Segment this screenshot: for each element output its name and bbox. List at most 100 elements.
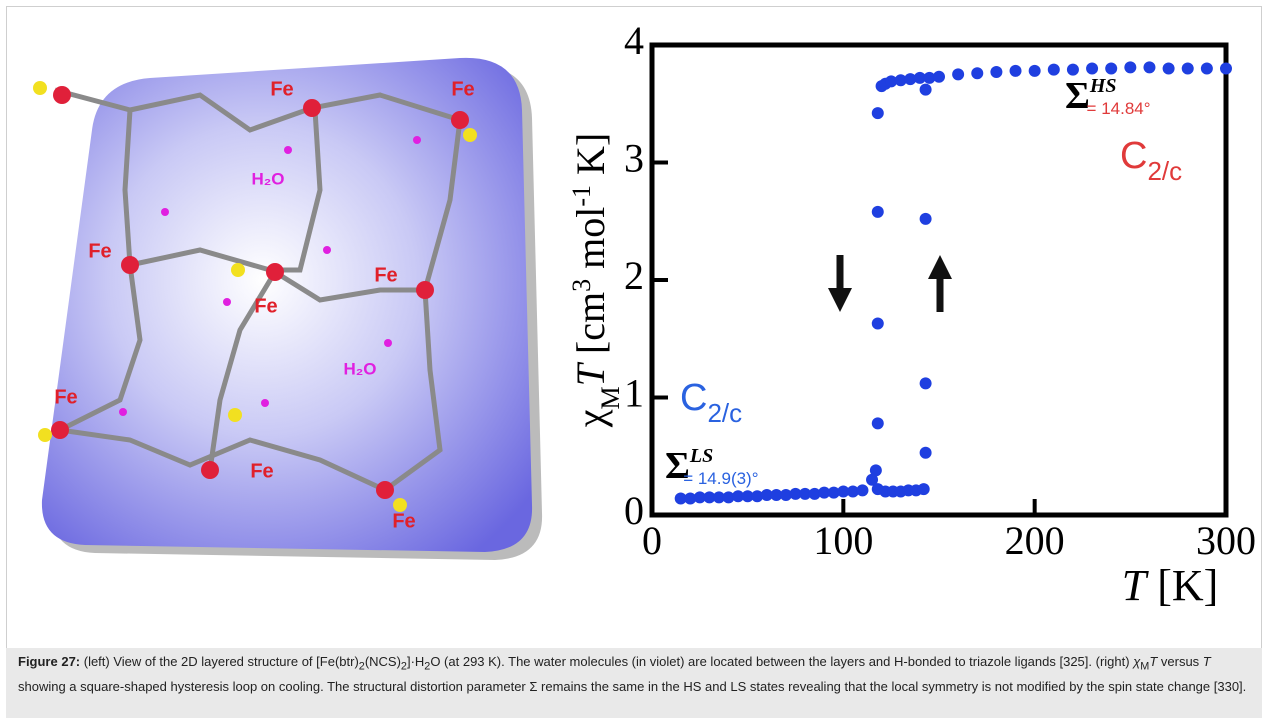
water-label: H₂O — [343, 359, 376, 378]
label-run: -1 — [567, 185, 596, 207]
caption-run: T — [1149, 654, 1158, 669]
sigma-superscript: HS — [1089, 75, 1117, 97]
caption-run: versus — [1157, 654, 1203, 669]
data-point — [919, 212, 932, 225]
data-point — [1028, 64, 1041, 77]
caption-run: M — [1140, 660, 1150, 673]
data-point — [741, 490, 754, 503]
data-point — [919, 446, 932, 459]
water-label: H₂O — [251, 169, 284, 188]
x-tick-label: 100 — [813, 518, 873, 563]
data-point — [1047, 63, 1060, 76]
data-point — [722, 491, 735, 504]
data-point — [856, 484, 869, 497]
data-point — [684, 492, 697, 505]
fe-label: Fe — [254, 295, 277, 317]
fe-label: Fe — [451, 78, 474, 100]
y-tick-label: 1 — [624, 371, 644, 416]
molecular-framework — [54, 87, 463, 493]
data-point — [923, 71, 936, 84]
caption-run: 2 — [424, 660, 431, 673]
caption-run: (left) View of the 2D layered structure … — [80, 654, 359, 669]
data-point — [693, 491, 706, 504]
y-tick-label: 0 — [624, 488, 644, 533]
data-point — [869, 464, 882, 477]
caption: Figure 27: (left) View of the 2D layered… — [6, 648, 1262, 718]
fe-label: Fe — [270, 78, 293, 100]
caption-run: χ — [1133, 654, 1141, 669]
caption-run: showing a square-shaped hysteresis loop … — [18, 678, 1247, 694]
data-point — [846, 485, 859, 498]
x-tick-label: 300 — [1196, 518, 1256, 563]
caption-run: ]·H — [406, 654, 425, 669]
space-group-annotation: C2/c — [1120, 135, 1182, 186]
data-point — [1220, 62, 1232, 75]
data-point — [952, 68, 965, 81]
data-point — [913, 71, 926, 84]
data-point — [837, 485, 850, 498]
space-group-annotation: C2/c — [680, 377, 742, 428]
data-point — [871, 417, 884, 430]
data-point — [1086, 62, 1099, 75]
data-point — [971, 67, 984, 80]
data-point — [990, 66, 1003, 79]
data-point — [1143, 61, 1156, 74]
data-point — [1009, 64, 1022, 77]
caption-run: T — [1202, 654, 1211, 669]
data-point — [933, 70, 945, 83]
data-point — [789, 487, 802, 500]
sigma-annotation: ΣHS = 14.84° — [1065, 75, 1151, 118]
data-point — [1124, 61, 1137, 74]
data-point — [871, 205, 884, 218]
data-point — [760, 489, 773, 502]
data-point — [703, 491, 716, 504]
label-run: M — [596, 386, 625, 409]
data-point — [751, 490, 764, 503]
data-point — [799, 487, 812, 500]
caption-run: (NCS) — [364, 654, 401, 669]
data-point — [818, 486, 831, 499]
data-point — [808, 487, 821, 500]
data-point — [770, 489, 783, 502]
data-point — [1105, 62, 1118, 75]
fe-label: Fe — [392, 510, 415, 532]
structure-background — [41, 57, 533, 553]
label-run: [K] — [1146, 561, 1218, 610]
atoms — [33, 81, 477, 512]
sigma-symbol: Σ — [1065, 75, 1090, 117]
label-run: mol — [568, 207, 613, 279]
data-point — [904, 73, 917, 86]
data-point — [919, 377, 932, 390]
data-point — [894, 74, 907, 87]
fe-label: Fe — [250, 460, 273, 482]
caption-run: O (at 293 K). The water molecules (in vi… — [430, 654, 1134, 669]
x-tick-label: 0 — [642, 518, 662, 563]
data-point — [866, 473, 879, 486]
y-tick-label: 4 — [624, 18, 644, 63]
data-point — [1162, 62, 1175, 75]
fe-label: Fe — [88, 240, 111, 262]
data-point — [674, 492, 687, 505]
x-axis-label: T [K] — [1122, 561, 1219, 610]
arrows — [828, 255, 952, 312]
fe-label: Fe — [54, 386, 77, 408]
data-point — [871, 107, 884, 120]
space-group-subscript: 2/c — [1147, 156, 1182, 186]
space-group-letter: C — [1120, 135, 1147, 177]
data-point — [712, 491, 725, 504]
label-run: T — [1122, 561, 1150, 610]
sigma-superscript: LS — [689, 445, 713, 467]
label-run: χ — [568, 409, 613, 428]
x-tick-label: 200 — [1005, 518, 1065, 563]
data-point — [1066, 63, 1079, 76]
data-point — [732, 490, 745, 503]
figure: Fe Fe Fe Fe Fe Fe Fe Fe H₂O H₂O 0 100 200 300 0 1 2 3 4 T [… — [33, 18, 1256, 610]
sigma-symbol: Σ — [665, 445, 690, 487]
space-group-subscript: 2/c — [707, 398, 742, 428]
label-run: K] — [568, 133, 613, 185]
sigma-value: = 14.84° — [1087, 99, 1151, 118]
y-tick-label: 2 — [624, 253, 644, 298]
caption-run: Figure 27: — [18, 654, 81, 669]
label-run: 3 — [567, 279, 596, 292]
